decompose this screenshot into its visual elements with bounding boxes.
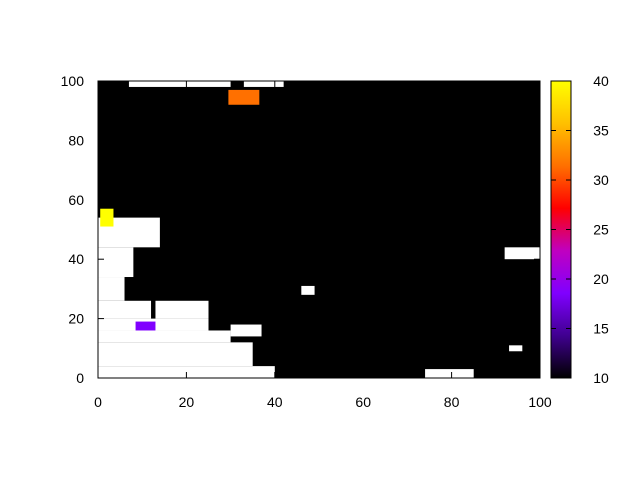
colorbar-tick-label: 15 xyxy=(593,321,609,337)
missing-data-region xyxy=(98,247,134,278)
colorbar-tick-label: 35 xyxy=(593,123,609,139)
colorbar-tick-label: 10 xyxy=(593,370,609,386)
x-tick-label: 100 xyxy=(528,394,552,410)
missing-data-region xyxy=(509,345,523,352)
y-axis-ticks: 0 20 40 60 80 100 xyxy=(61,73,540,386)
colorbar-tick-label: 30 xyxy=(593,172,609,188)
y-tick-label: 80 xyxy=(68,132,84,148)
missing-data-region xyxy=(504,247,540,260)
missing-data-region xyxy=(98,300,152,319)
missing-data-region xyxy=(301,285,315,295)
x-tick-label: 40 xyxy=(267,394,283,410)
x-axis-ticks: 0 20 40 60 80 100 xyxy=(94,81,552,410)
missing-data-region xyxy=(98,342,253,367)
y-tick-label: 60 xyxy=(68,192,84,208)
y-tick-label: 100 xyxy=(61,73,85,89)
heatmap-cell-cluster xyxy=(228,89,260,105)
missing-data-region xyxy=(155,300,209,319)
missing-data-region xyxy=(128,81,231,87)
missing-data-region xyxy=(98,277,125,301)
heatmap-cell-cluster xyxy=(135,321,156,331)
y-tick-label: 20 xyxy=(68,311,84,327)
heatmap-cell-cluster xyxy=(100,208,114,227)
missing-data-region xyxy=(230,324,262,337)
colorbar-tick-label: 20 xyxy=(593,271,609,287)
x-tick-label: 80 xyxy=(444,394,460,410)
x-tick-label: 60 xyxy=(355,394,371,410)
missing-data-region xyxy=(243,81,284,87)
x-tick-label: 20 xyxy=(179,394,195,410)
missing-data-region xyxy=(425,369,474,378)
colorbar-ticks: 10 15 20 25 30 35 40 xyxy=(551,73,609,386)
missing-data-region xyxy=(98,330,231,343)
y-tick-label: 40 xyxy=(68,251,84,267)
plot-border xyxy=(97,80,541,379)
y-tick-label: 0 xyxy=(76,370,84,386)
plot-area xyxy=(97,80,541,379)
x-tick-label: 0 xyxy=(94,394,102,410)
colorbar-tick-label: 25 xyxy=(593,222,609,238)
colorbar-tick-label: 40 xyxy=(593,73,609,89)
colorbar-gradient xyxy=(551,81,571,378)
